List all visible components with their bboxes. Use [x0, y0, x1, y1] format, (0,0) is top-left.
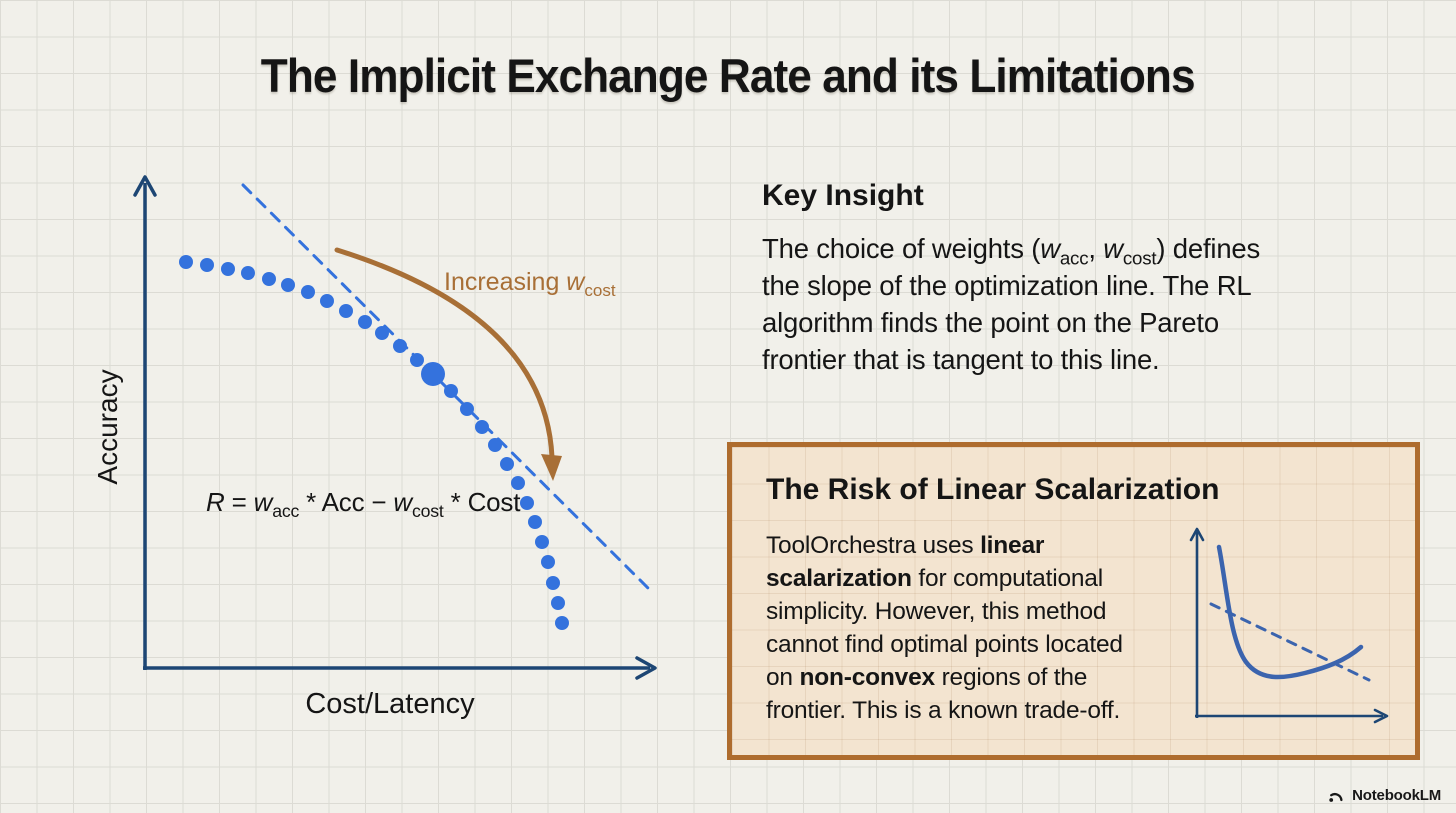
y-axis-label: Accuracy [92, 369, 123, 485]
non-convex-frontier-mini-chart [1189, 527, 1389, 724]
increasing-wcost-arrowhead [541, 454, 562, 481]
page-title: The Implicit Exchange Rate and its Limit… [261, 49, 1196, 102]
tangent-point [421, 362, 445, 386]
key-insight-heading: Key Insight [762, 179, 924, 212]
mini-y-axis-arrowhead [1189, 527, 1205, 542]
key-insight-body: The choice of weights (wacc, wcost) defi… [762, 233, 1261, 375]
title-bar: The Implicit Exchange Rate and its Limit… [0, 48, 1456, 103]
x-axis-arrowhead [635, 656, 657, 680]
risk-box-body: ToolOrchestra uses linear scalarization f… [766, 532, 1123, 724]
reward-formula: R = wacc * Acc − wcost * Cost [206, 487, 521, 522]
notebooklm-logo: NotebookLM [1328, 787, 1441, 804]
increasing-wcost-label: Increasing wcost [444, 268, 616, 300]
mini-scalarization-dashed-line [1209, 602, 1371, 682]
risk-callout-box: The Risk of Linear Scalarization ToolOrc… [727, 442, 1420, 760]
mini-non-convex-curve [1216, 544, 1364, 680]
optimization-tangent-line [241, 183, 650, 590]
pareto-frontier-dots [179, 255, 569, 630]
mini-x-axis-arrowhead [1373, 708, 1389, 724]
pareto-frontier-chart [133, 175, 657, 680]
increasing-wcost-arrow [334, 247, 555, 460]
key-insight-section: Key Insight The choice of weights (wacc,… [762, 179, 1382, 378]
risk-box-heading: The Risk of Linear Scalarization [766, 473, 1220, 506]
y-axis-arrowhead [133, 175, 157, 197]
x-axis-label: Cost/Latency [305, 688, 475, 720]
notebooklm-icon [1329, 792, 1343, 802]
notebooklm-wordmark: NotebookLM [1352, 787, 1441, 804]
